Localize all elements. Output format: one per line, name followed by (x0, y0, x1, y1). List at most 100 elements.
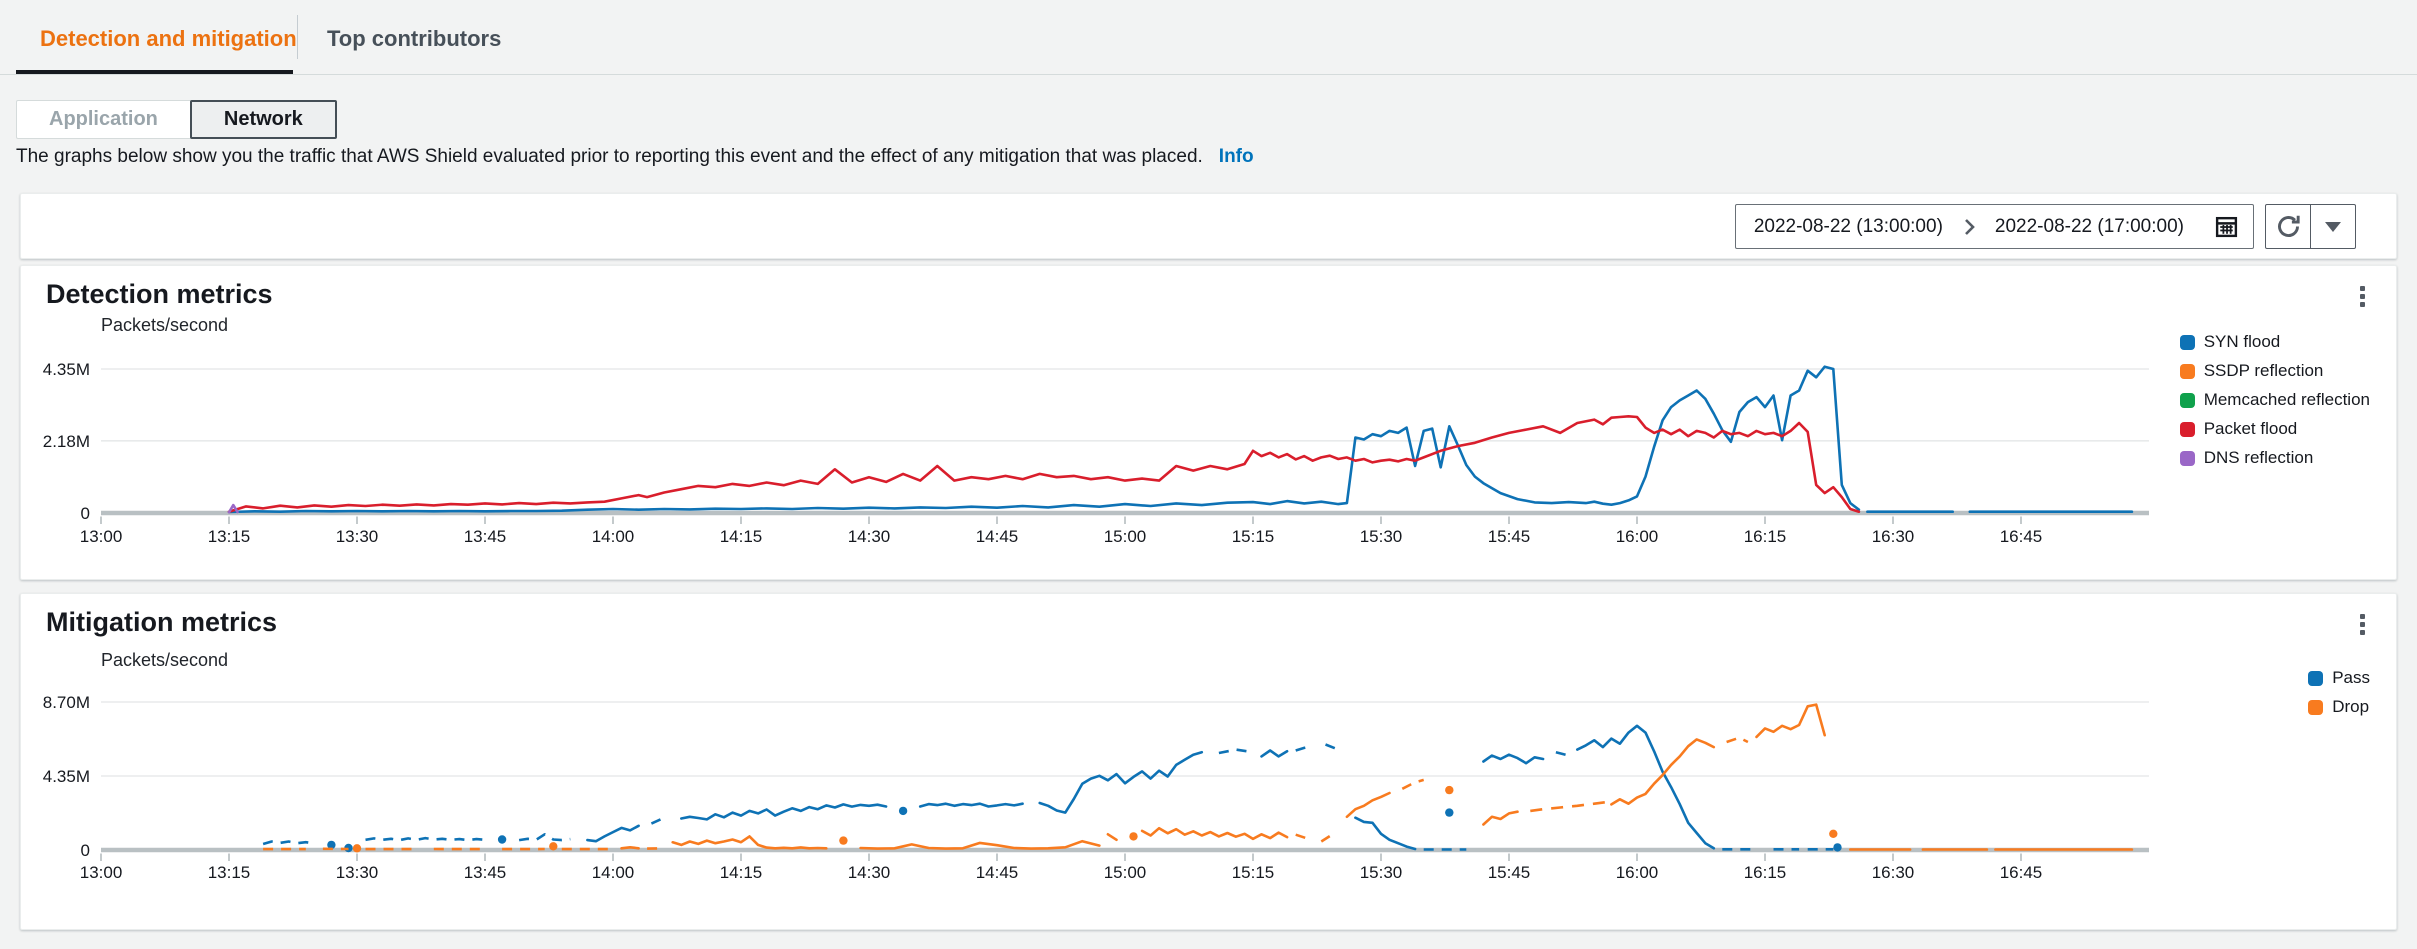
legend-swatch-icon (2179, 450, 2195, 466)
y-axis-title: Packets/second (101, 650, 229, 670)
series-line-pass (1555, 750, 1570, 757)
legend-label: Packet flood (2203, 419, 2298, 438)
x-tick-label: 14:45 (976, 527, 1019, 546)
y-tick-label: 0 (81, 504, 90, 523)
legend-item-memcached-reflection[interactable]: Memcached reflection (2179, 390, 2370, 410)
end-datetime: 2022-08-22 (17:00:00) (1994, 215, 2184, 237)
time-range-buttons (2265, 204, 2356, 249)
series-line-drop (620, 846, 640, 850)
legend-swatch-icon (2179, 392, 2195, 408)
y-tick-label: 0 (81, 841, 90, 860)
x-tick-label: 14:00 (592, 863, 635, 882)
tabbar-rule (0, 74, 2417, 75)
series-line-drop (1401, 778, 1425, 790)
series-point-drop (1445, 785, 1454, 795)
legend-label: Pass (2332, 668, 2370, 687)
network-toggle-button[interactable]: Network (189, 100, 337, 139)
series-point-drop (1129, 832, 1138, 841)
x-tick-label: 16:30 (1872, 527, 1915, 546)
start-datetime: 2022-08-22 (13:00:00) (1753, 215, 1943, 237)
series-point-drop (839, 836, 848, 845)
calendar-icon (2214, 214, 2239, 239)
time-range-menu-button[interactable] (2310, 204, 2356, 249)
date-range-picker[interactable]: 2022-08-22 (13:00:00) 2022-08-22 (17:00:… (1734, 204, 2254, 249)
y-tick-label: 4.35M (43, 360, 90, 379)
series-point-drop (1829, 829, 1838, 838)
series-point-pass (1445, 808, 1454, 817)
refresh-button[interactable] (2265, 204, 2311, 249)
series-line-drop (1755, 703, 1826, 739)
legend-swatch-icon (2179, 421, 2195, 437)
series-point-pass (497, 835, 507, 844)
legend-swatch-icon (2179, 334, 2195, 350)
y-tick-label: 8.70M (43, 693, 90, 712)
series-line-pass (650, 816, 665, 825)
chart-title: Mitigation metrics (46, 607, 278, 637)
legend-item-syn-flood[interactable]: SYN flood (2179, 332, 2370, 352)
chevron-right-icon (1959, 217, 1979, 237)
series-line-pass (365, 836, 486, 842)
series-line-dns-reflection (227, 503, 239, 514)
active-tab-underline (16, 70, 293, 75)
legend-item-drop[interactable]: Drop (2308, 697, 2370, 717)
x-tick-label: 15:00 (1104, 527, 1147, 546)
series-line-drop (671, 835, 828, 850)
series-line-pass (918, 802, 1024, 808)
series-line-drop (1610, 738, 1716, 806)
x-tick-label: 14:15 (720, 863, 763, 882)
series-line-pass (679, 803, 888, 821)
legend-swatch-icon (2308, 670, 2324, 686)
series-line-drop (859, 839, 1101, 850)
x-tick-label: 15:15 (1232, 527, 1275, 546)
description-text: The graphs below show you the traffic th… (16, 146, 1203, 167)
legend-label: Drop (2332, 697, 2370, 716)
y-axis-title: Packets/second (101, 315, 229, 335)
series-line-pass (1482, 753, 1545, 765)
x-tick-label: 13:00 (80, 527, 123, 546)
x-tick-label: 13:00 (80, 863, 123, 882)
series-line-pass (262, 840, 315, 846)
detection-metrics-card: Detection metrics Packets/second 4.35M 2.… (20, 265, 2397, 580)
info-link[interactable]: Info (1218, 146, 1254, 167)
legend-label: SSDP reflection (2203, 361, 2324, 380)
tab-detection-and-mitigation[interactable]: Detection and mitigation (40, 26, 297, 51)
series-line-drop (1530, 800, 1608, 813)
series-line-pass (1354, 816, 1417, 851)
series-line-drop (1726, 736, 1749, 744)
x-tick-label: 15:30 (1360, 527, 1403, 546)
x-tick-label: 15:30 (1360, 863, 1403, 882)
legend-item-ssdp-reflection[interactable]: SSDP reflection (2179, 361, 2370, 381)
series-line-drop (1295, 833, 1309, 841)
series-point-pass (1833, 843, 1842, 852)
legend-item-packet-flood[interactable]: Packet flood (2179, 419, 2370, 439)
series-line-pass (518, 833, 571, 842)
layer-toggle: Application Network (16, 100, 337, 139)
x-tick-label: 16:30 (1872, 863, 1915, 882)
detection-chart-plot[interactable]: 4.35M 2.18M 0 13:00 13:15 13:30 13:45 14:00 14:1… (43, 359, 2161, 559)
chart-title: Detection metrics (46, 279, 273, 309)
x-tick-label: 14:15 (720, 527, 763, 546)
legend-item-dns-reflection[interactable]: DNS reflection (2179, 448, 2370, 468)
x-tick-label: 13:45 (464, 863, 507, 882)
x-tick-label: 13:15 (208, 527, 251, 546)
mitigation-chart-plot[interactable]: 8.70M 4.35M 0 13:00 13:15 13:30 13:45 14:00 14:1… (43, 692, 2161, 902)
chart-menu-button[interactable] (2348, 608, 2376, 640)
x-tick-label: 13:30 (336, 527, 379, 546)
legend-item-pass[interactable]: Pass (2308, 668, 2370, 688)
series-point-pass (898, 806, 908, 816)
refresh-icon (2275, 213, 2302, 240)
series-line-drop (1320, 835, 1331, 843)
series-line-drop (1106, 833, 1118, 842)
detection-chart-legend: SYN flood SSDP reflection Memcached reflec… (2179, 332, 2370, 468)
x-tick-label: 13:15 (208, 863, 251, 882)
legend-swatch-icon (2308, 699, 2324, 715)
tab-top-contributors[interactable]: Top contributors (327, 26, 502, 51)
mitigation-metrics-card: Mitigation metrics Packets/second 8.70M 4… (20, 593, 2397, 930)
x-tick-label: 14:30 (848, 527, 891, 546)
chart-menu-button[interactable] (2348, 280, 2376, 312)
x-tick-label: 16:45 (2000, 527, 2043, 546)
application-toggle-button[interactable]: Application (16, 100, 191, 139)
series-line-pass (1038, 750, 1204, 814)
legend-label: DNS reflection (2203, 448, 2314, 467)
x-tick-label: 16:15 (1744, 863, 1787, 882)
